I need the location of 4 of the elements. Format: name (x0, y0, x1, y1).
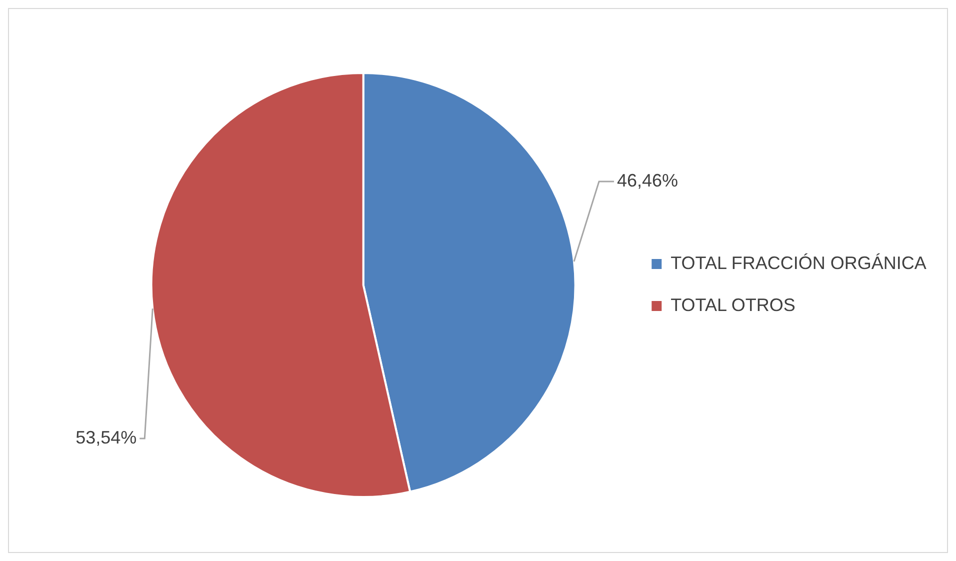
data-label: 46,46% (617, 170, 678, 190)
legend-label: TOTAL FRACCIÓN ORGÁNICA (670, 252, 926, 273)
data-label: 53,54% (76, 427, 137, 448)
legend-label: TOTAL OTROS (670, 294, 796, 315)
